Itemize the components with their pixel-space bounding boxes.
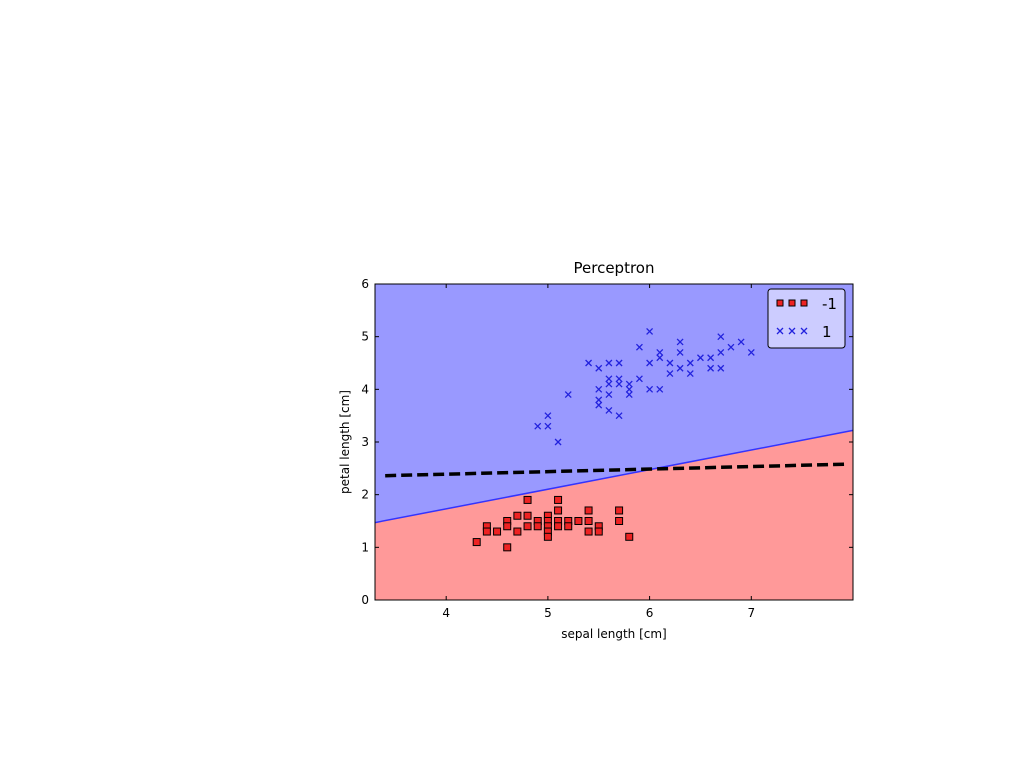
y-tick-label: 4 — [361, 382, 369, 396]
legend-marker-neg1 — [800, 299, 808, 307]
data-point-neg1 — [523, 522, 532, 531]
y-tick-label: 2 — [361, 488, 369, 502]
data-point-neg1 — [543, 532, 552, 541]
data-point-1 — [717, 333, 725, 341]
data-point-neg1 — [584, 527, 593, 536]
x-tick-label: 4 — [442, 606, 450, 620]
legend-marker-1 — [788, 327, 796, 335]
data-point-1 — [605, 380, 613, 388]
data-point-1 — [544, 412, 552, 420]
legend-marker-neg1 — [776, 299, 784, 307]
data-point-neg1 — [615, 506, 624, 515]
data-point-neg1 — [625, 532, 634, 541]
data-point-1 — [605, 391, 613, 399]
data-point-1 — [737, 338, 745, 346]
y-tick-label: 3 — [361, 435, 369, 449]
decision-boundary — [374, 429, 854, 524]
data-point-1 — [625, 380, 633, 388]
legend-label-1: 1 — [822, 323, 832, 341]
data-point-1 — [615, 359, 623, 367]
y-tick-label: 5 — [361, 330, 369, 344]
legend-marker-1 — [800, 327, 808, 335]
data-point-neg1 — [615, 517, 624, 525]
data-point-1 — [595, 364, 603, 372]
legend-label-neg1: -1 — [822, 295, 837, 313]
data-point-1 — [646, 385, 654, 393]
data-point-1 — [686, 359, 694, 367]
data-point-1 — [727, 343, 735, 351]
data-point-1 — [534, 422, 542, 430]
data-point-1 — [635, 343, 643, 351]
data-point-neg1 — [523, 511, 532, 520]
data-point-1 — [554, 438, 562, 446]
data-point-neg1 — [503, 522, 512, 531]
legend-marker-1 — [776, 327, 784, 335]
legend-marker-neg1 — [788, 299, 796, 307]
data-point-neg1 — [554, 506, 563, 515]
y-tick-label: 1 — [361, 540, 369, 554]
data-point-1 — [656, 354, 664, 362]
y-tick-label: 0 — [361, 593, 369, 607]
data-point-1 — [656, 385, 664, 393]
data-point-1 — [605, 406, 613, 414]
data-point-1 — [605, 359, 613, 367]
data-point-1 — [676, 338, 684, 346]
data-point-1 — [615, 380, 623, 388]
data-point-neg1 — [574, 517, 583, 525]
data-point-neg1 — [513, 527, 522, 536]
data-point-1 — [717, 364, 725, 372]
data-point-neg1 — [554, 495, 563, 504]
data-point-1 — [625, 391, 633, 399]
data-point-neg1 — [533, 522, 542, 531]
data-point-1 — [615, 375, 623, 383]
data-point-1 — [544, 422, 552, 430]
x-axis-label: sepal length [cm] — [561, 627, 666, 641]
data-point-1 — [666, 370, 674, 377]
y-axis-label: petal length [cm] — [338, 390, 352, 494]
data-point-neg1 — [472, 538, 481, 547]
data-point-1 — [656, 349, 664, 356]
x-tick-label: 5 — [544, 606, 552, 620]
data-point-neg1 — [554, 522, 563, 531]
data-point-1 — [605, 375, 613, 383]
axis-ticks: 4 5 6 7 0 1 2 3 4 5 6 — [361, 277, 853, 620]
data-point-1 — [707, 364, 715, 372]
data-point-1 — [717, 349, 725, 356]
data-point-1 — [625, 385, 633, 393]
data-point-1 — [686, 370, 694, 377]
data-point-1 — [676, 364, 684, 372]
data-point-1 — [676, 349, 684, 356]
dashed-line — [385, 462, 848, 478]
x-tick-label: 7 — [747, 606, 755, 620]
data-point-1 — [635, 375, 643, 383]
data-point-1 — [707, 354, 715, 362]
data-point-1 — [585, 359, 593, 367]
data-point-1 — [646, 327, 654, 335]
data-point-1 — [595, 401, 603, 409]
data-point-neg1 — [493, 527, 502, 536]
data-point-1 — [595, 385, 603, 393]
data-point-neg1 — [584, 517, 593, 525]
data-point-neg1 — [564, 522, 573, 531]
x-tick-label: 6 — [646, 606, 654, 620]
legend-box — [767, 288, 846, 349]
chart-title: Perceptron — [574, 259, 655, 277]
data-point-neg1 — [482, 527, 491, 536]
y-tick-label: 6 — [361, 277, 369, 291]
data-point-1 — [615, 412, 623, 420]
data-point-1 — [747, 349, 755, 356]
data-point-1 — [564, 391, 572, 399]
legend: -1 1 — [767, 288, 846, 349]
data-point-neg1 — [523, 495, 532, 504]
data-point-1 — [666, 359, 674, 367]
data-point-neg1 — [503, 543, 512, 552]
data-point-1 — [696, 354, 704, 362]
data-point-neg1 — [513, 511, 522, 520]
data-point-1 — [646, 359, 654, 367]
region-class-neg1 — [375, 430, 853, 600]
data-point-1 — [595, 396, 603, 404]
data-point-neg1 — [594, 527, 603, 536]
data-point-neg1 — [584, 506, 593, 515]
